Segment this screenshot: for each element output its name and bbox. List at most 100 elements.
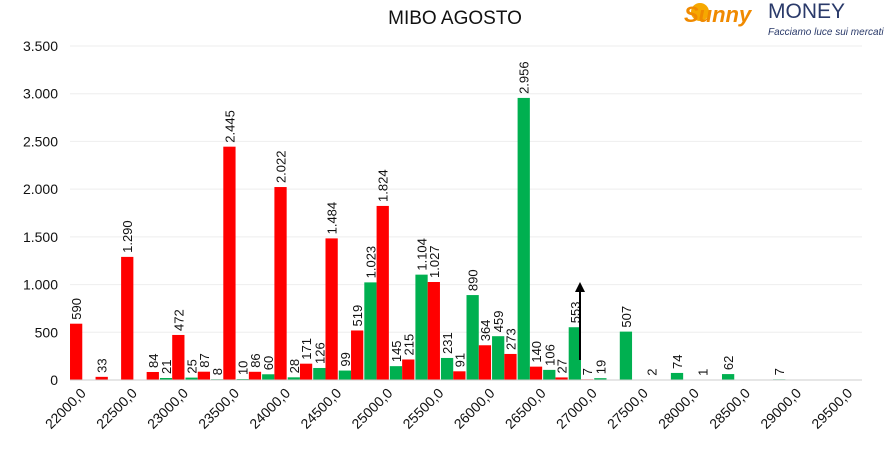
logo-tagline: Facciamo luce sui mercati bbox=[768, 27, 884, 38]
bar bbox=[274, 187, 287, 380]
value-label: 8 bbox=[210, 368, 225, 375]
value-label: 87 bbox=[197, 353, 212, 367]
bar bbox=[543, 369, 556, 380]
bar bbox=[670, 372, 684, 380]
bar bbox=[517, 97, 530, 380]
x-tick-label: 28500,0 bbox=[706, 385, 753, 432]
bar bbox=[453, 371, 466, 380]
value-label: 91 bbox=[452, 353, 467, 367]
bar bbox=[299, 363, 313, 380]
value-label: 33 bbox=[95, 358, 110, 372]
x-tick-label: 23000,0 bbox=[144, 385, 191, 432]
bar bbox=[440, 357, 454, 380]
value-label: 364 bbox=[478, 320, 493, 342]
value-label: 106 bbox=[542, 344, 557, 366]
value-label: 99 bbox=[338, 352, 353, 366]
value-label: 1.290 bbox=[120, 220, 135, 253]
value-label: 1.484 bbox=[325, 202, 340, 235]
bar bbox=[427, 281, 440, 380]
value-label: 62 bbox=[721, 356, 736, 370]
logo-brand: MONEY bbox=[768, 0, 845, 23]
bar bbox=[159, 377, 173, 380]
value-label: 1.824 bbox=[376, 169, 391, 202]
bar bbox=[568, 327, 581, 380]
logo-sun bbox=[691, 3, 709, 21]
bar bbox=[492, 336, 505, 380]
value-label: 1.027 bbox=[427, 245, 442, 278]
value-label: 590 bbox=[69, 298, 84, 320]
bar bbox=[415, 274, 428, 380]
x-tick-label: 22500,0 bbox=[93, 385, 140, 432]
bar bbox=[389, 366, 403, 380]
x-tick-label: 26500,0 bbox=[502, 385, 549, 432]
bar bbox=[402, 359, 415, 380]
x-tick-label: 24500,0 bbox=[297, 385, 344, 432]
bar bbox=[364, 282, 377, 380]
value-label: 890 bbox=[466, 269, 481, 291]
y-tick-label: 3.000 bbox=[23, 86, 58, 102]
bar bbox=[121, 256, 134, 380]
x-tick-label: 29500,0 bbox=[808, 385, 855, 432]
bar bbox=[376, 205, 389, 380]
bar bbox=[555, 377, 568, 380]
value-label: 126 bbox=[312, 342, 327, 364]
y-tick-label: 1.000 bbox=[23, 277, 58, 293]
chart-title: MIBO AGOSTO bbox=[388, 8, 522, 29]
value-label: 60 bbox=[261, 356, 276, 370]
value-label: 519 bbox=[350, 305, 365, 327]
bar bbox=[172, 334, 185, 380]
bar bbox=[478, 345, 492, 380]
value-label: 215 bbox=[401, 334, 416, 356]
logo: Sunny MONEY Facciamo luce sui mercati bbox=[684, 0, 884, 38]
value-label: 2.445 bbox=[222, 110, 237, 143]
x-tick-label: 26000,0 bbox=[451, 385, 498, 432]
bar bbox=[223, 146, 236, 380]
bar bbox=[619, 331, 633, 380]
bar bbox=[504, 353, 517, 380]
y-tick-label: 2.000 bbox=[23, 181, 58, 197]
value-label: 507 bbox=[619, 306, 634, 328]
bar bbox=[338, 370, 352, 380]
value-label: 1 bbox=[696, 369, 711, 376]
bar bbox=[262, 374, 275, 380]
value-label: 2 bbox=[644, 369, 659, 376]
value-label: 472 bbox=[171, 309, 186, 331]
value-label: 21 bbox=[159, 360, 174, 374]
value-label: 2.022 bbox=[274, 150, 289, 183]
x-tick-label: 28000,0 bbox=[655, 385, 702, 432]
value-label: 145 bbox=[389, 340, 404, 362]
value-label: 84 bbox=[146, 354, 161, 368]
bar bbox=[466, 295, 479, 380]
value-label: 273 bbox=[503, 328, 518, 350]
plot-area: 0 500 1.000 1.500 2.000 2.500 3.000 3.500 22000,… bbox=[23, 38, 862, 432]
bar bbox=[197, 371, 211, 380]
bar bbox=[313, 367, 326, 380]
value-label: 19 bbox=[593, 360, 608, 374]
value-label: 2.956 bbox=[517, 61, 532, 94]
bar bbox=[146, 371, 159, 380]
bar bbox=[95, 376, 108, 380]
y-tick-label: 500 bbox=[35, 324, 59, 340]
bar bbox=[287, 377, 300, 380]
bar bbox=[185, 377, 198, 380]
bar bbox=[248, 371, 262, 380]
value-label: 27 bbox=[555, 359, 570, 373]
bar bbox=[721, 374, 735, 380]
arrow-head bbox=[575, 282, 585, 292]
y-tick-label: 3.500 bbox=[23, 38, 58, 54]
value-label: 86 bbox=[248, 353, 263, 367]
value-label: 231 bbox=[440, 332, 455, 354]
y-tick-label: 0 bbox=[50, 372, 58, 388]
x-tick-label: 23500,0 bbox=[195, 385, 242, 432]
bar bbox=[351, 330, 364, 380]
x-tick-label: 27500,0 bbox=[604, 385, 651, 432]
x-tick-label: 25500,0 bbox=[399, 385, 446, 432]
y-tick-label: 2.500 bbox=[23, 133, 58, 149]
value-label: 1.023 bbox=[363, 246, 378, 279]
value-label: 7 bbox=[772, 368, 787, 375]
x-tick-label: 27000,0 bbox=[553, 385, 600, 432]
logo-name: Sunny bbox=[684, 2, 753, 27]
x-tick-label: 25000,0 bbox=[348, 385, 395, 432]
value-label: 459 bbox=[491, 310, 506, 332]
